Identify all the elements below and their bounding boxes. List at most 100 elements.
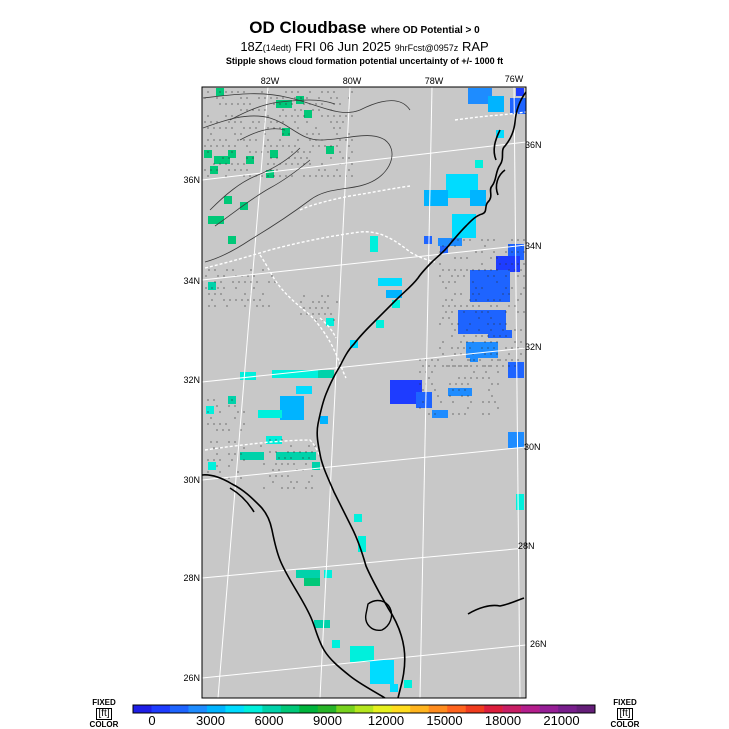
stipple-dot	[207, 423, 209, 425]
stipple-dot	[467, 359, 469, 361]
stipple-dot	[488, 413, 490, 415]
stipple-dot	[252, 157, 254, 159]
stipple-dot	[216, 441, 218, 443]
colorbar-swatch	[151, 705, 171, 713]
stipple-dot	[457, 323, 459, 325]
lat-line-36	[201, 141, 527, 181]
stipple-dot	[439, 275, 441, 277]
stipple-dot	[276, 145, 278, 147]
colorbar-swatch	[225, 705, 245, 713]
stipple-dot	[339, 139, 341, 141]
right-legend-bottom: COLOR	[610, 720, 640, 729]
stipple-dot	[297, 151, 299, 153]
cloudbase-cell	[228, 150, 236, 158]
stipple-dot	[318, 109, 320, 111]
stipple-dot	[484, 341, 486, 343]
stipple-dot	[250, 281, 252, 283]
stipple-dot	[268, 305, 270, 307]
stipple-dot	[246, 109, 248, 111]
cloudbase-cell	[482, 318, 490, 326]
cloudbase-cell	[494, 294, 502, 302]
stipple-dot	[451, 359, 453, 361]
cloudbase-cell	[358, 654, 366, 662]
left-legend-bottom: COLOR	[89, 720, 119, 729]
cloudbase-cell	[466, 342, 474, 350]
stipple-dot	[305, 451, 307, 453]
lon-label-80: 80W	[343, 76, 362, 86]
stipple-dot	[442, 245, 444, 247]
stipple-dot	[213, 399, 215, 401]
cloudbase-cell	[496, 104, 504, 112]
stipple-dot	[228, 429, 230, 431]
cloudbase-cell	[470, 190, 478, 198]
stipple-dot	[442, 305, 444, 307]
cloudbase-cell	[354, 514, 362, 522]
stipple-dot	[207, 115, 209, 117]
stipple-dot	[287, 451, 289, 453]
stipple-dot	[237, 91, 239, 93]
stipple-dot	[460, 305, 462, 307]
stipple-dot	[240, 97, 242, 99]
stipple-dot	[481, 251, 483, 253]
stipple-dot	[223, 299, 225, 301]
stipple-dot	[225, 139, 227, 141]
stipple-dot	[442, 317, 444, 319]
stipple-dot	[336, 169, 338, 171]
stipple-dot	[484, 353, 486, 355]
stipple-dot	[499, 299, 501, 301]
cloudbase-cell	[386, 668, 394, 676]
stipple-dot	[461, 395, 463, 397]
stipple-dot	[231, 127, 233, 129]
cloudbase-cell	[486, 286, 494, 294]
stipple-dot	[240, 429, 242, 431]
cloudbase-cell	[494, 286, 502, 294]
cloudbase-cell	[274, 436, 282, 444]
stipple-dot	[505, 287, 507, 289]
stipple-dot	[267, 127, 269, 129]
stipple-dot	[514, 341, 516, 343]
cloudbase-cell	[390, 380, 398, 388]
map-border	[201, 86, 527, 699]
lat-label-right-34: 34N	[525, 241, 542, 251]
stipple-dot	[490, 269, 492, 271]
stipple-dot	[514, 329, 516, 331]
stipple-dot	[308, 481, 310, 483]
stipple-dot	[466, 257, 468, 259]
cloudbase-cell	[312, 370, 320, 378]
stipple-dot	[472, 281, 474, 283]
stipple-dot	[497, 407, 499, 409]
cloudbase-cell	[516, 494, 524, 502]
stipple-dot	[214, 293, 216, 295]
stipple-dot	[261, 91, 263, 93]
stipple-dot	[451, 299, 453, 301]
stipple-dot	[505, 347, 507, 349]
stipple-dot	[297, 115, 299, 117]
stipple-dot	[210, 441, 212, 443]
stipple-dot	[264, 109, 266, 111]
stipple-dot	[255, 127, 257, 129]
stipple-dot	[291, 151, 293, 153]
stipple-dot	[345, 139, 347, 141]
stipple-dot	[460, 341, 462, 343]
colorbar-swatch	[447, 705, 466, 713]
stipple-dot	[222, 97, 224, 99]
stipple-dot	[476, 377, 478, 379]
stipple-dot	[243, 459, 245, 461]
stipple-dot	[484, 269, 486, 271]
stipple-dot	[475, 299, 477, 301]
cloudbase-cell	[358, 646, 366, 654]
stipple-dot	[517, 359, 519, 361]
stipple-dot	[214, 281, 216, 283]
stipple-dot	[306, 313, 308, 315]
stipple-dot	[309, 163, 311, 165]
stipple-dot	[222, 145, 224, 147]
stipple-dot	[351, 139, 353, 141]
stipple-dot	[312, 313, 314, 315]
stipple-dot	[333, 319, 335, 321]
stipple-dot	[520, 269, 522, 271]
terrain-contours	[202, 93, 411, 263]
lat-label-right-32: 32N	[525, 342, 542, 352]
stipple-dot	[258, 97, 260, 99]
cloudbase-cell	[488, 96, 496, 104]
stipple-dot	[318, 301, 320, 303]
